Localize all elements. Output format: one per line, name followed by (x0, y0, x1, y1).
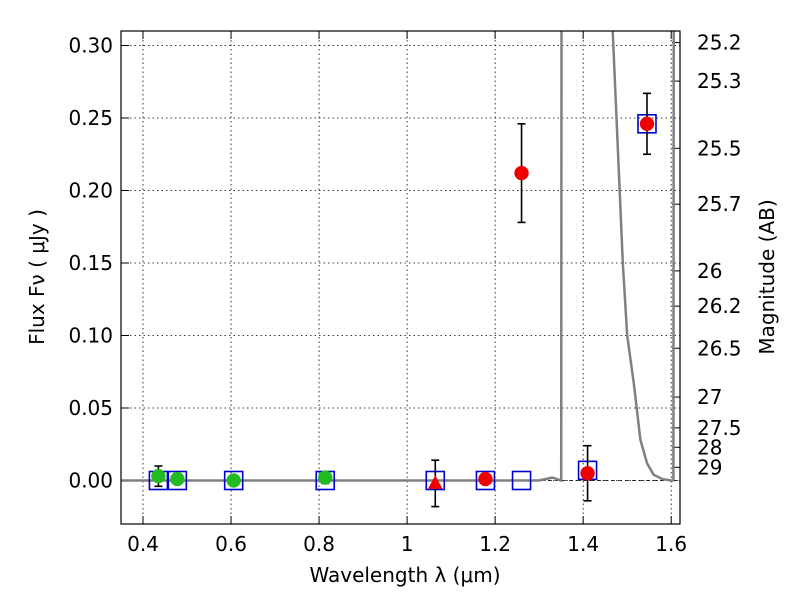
x-axis-label: Wavelength λ (μm) (309, 563, 500, 587)
plot-area (121, 31, 675, 508)
magnitude-tick-label: 25.3 (697, 69, 742, 93)
x-tick-label: 0.8 (303, 532, 335, 556)
plot-frame (120, 30, 681, 525)
data-point (514, 165, 529, 181)
model-square-marker (511, 470, 532, 491)
y-tick-label: 0.05 (68, 396, 113, 420)
y-tick-label: 0.30 (68, 34, 113, 58)
data-point (478, 471, 493, 487)
magnitude-tick-label: 26 (697, 259, 722, 283)
y-tick-label: 0.20 (68, 179, 113, 203)
magnitude-tick-label: 27.5 (697, 416, 742, 440)
data-point (317, 470, 333, 485)
x-tick-label: 1.2 (479, 532, 511, 556)
data-point (170, 471, 185, 487)
x-tick-label: 1 (401, 532, 414, 556)
model-sed-curve (121, 31, 675, 483)
magnitude-tick-label: 26.2 (697, 294, 742, 318)
magnitude-tick-label: 27 (697, 385, 722, 409)
grid-lines (121, 31, 680, 524)
y-tick-label: 0.00 (68, 469, 113, 493)
y-tick-labels: 0.00 0.05 0.10 0.15 0.20 0.25 0.30 (68, 34, 113, 493)
model-square-marker (475, 470, 496, 491)
data-point (226, 473, 241, 488)
magnitude-tick-label: 28 (697, 435, 722, 459)
magnitude-tick-label: 25.2 (697, 31, 742, 55)
x-tick-label: 0.6 (215, 532, 247, 556)
magnitude-tick-label: 25.5 (697, 136, 742, 160)
magnitude-tick-label: 25.7 (697, 192, 742, 216)
data-point (639, 116, 655, 132)
x-tick-label: 1.6 (655, 532, 687, 556)
x-tick-label: 0.4 (127, 532, 159, 556)
x-tick-label: 1.4 (567, 532, 599, 556)
y-tick-label: 0.25 (68, 106, 113, 130)
data-point (580, 466, 595, 481)
model-square-marker (223, 470, 244, 491)
y-tick-label: 0.10 (68, 324, 113, 348)
y-tick-label: 0.15 (68, 251, 113, 275)
data-point (151, 468, 166, 484)
upper-limit-triangle (427, 475, 443, 489)
model-square-marker (167, 470, 188, 491)
y-axis-label: Flux Fν ( μJy ) (25, 209, 49, 345)
magnitude-tick-label: 29 (697, 455, 722, 479)
magnitude-axis-label: Magnitude (AB) (755, 199, 779, 354)
magnitude-tick-label: 26.5 (697, 336, 742, 360)
x-tick-labels: 0.4 0.6 0.8 1 1.2 1.4 1.6 (127, 532, 687, 556)
